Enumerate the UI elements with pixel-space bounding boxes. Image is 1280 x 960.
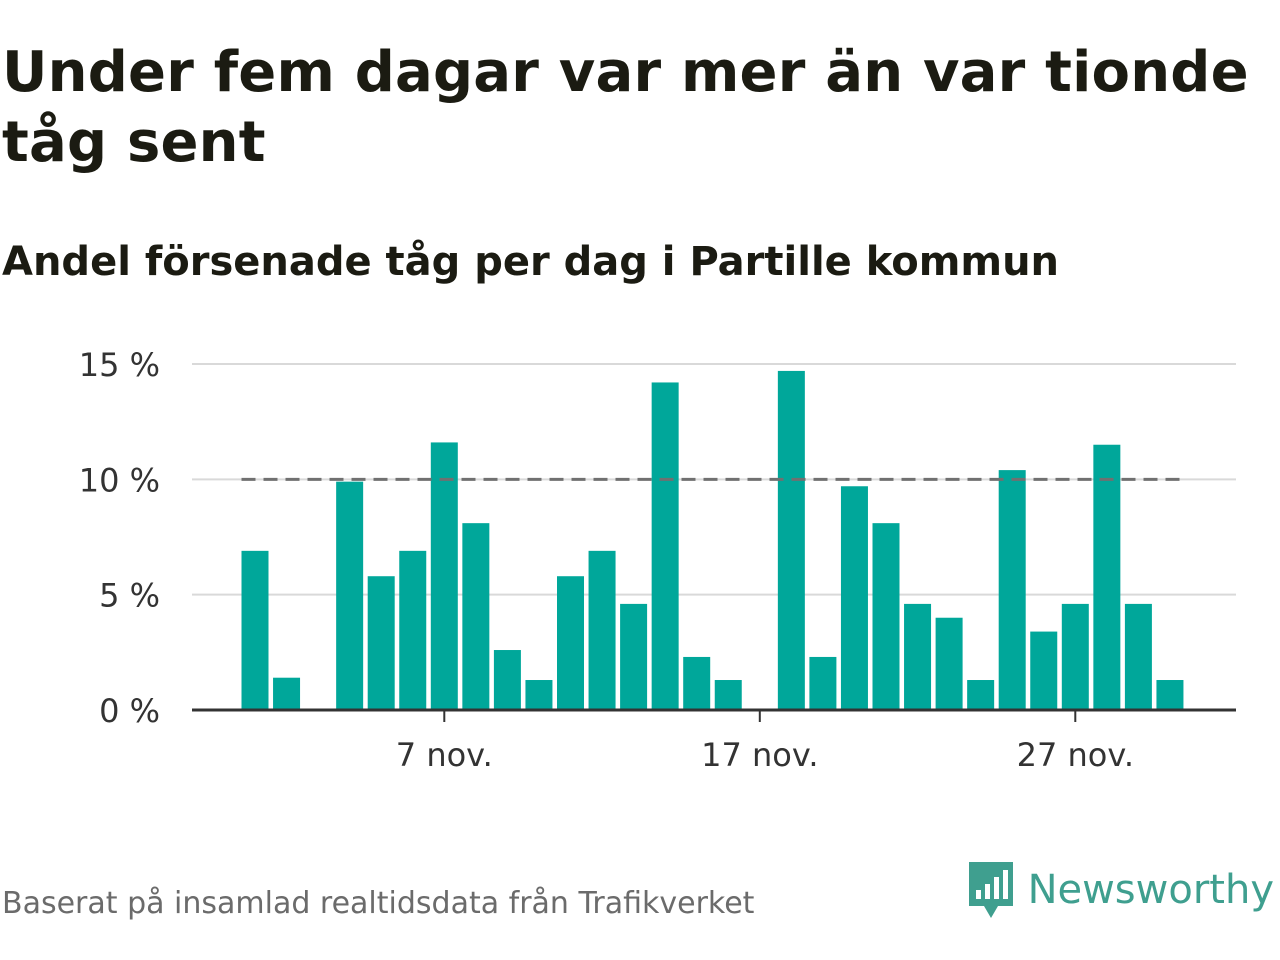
bar <box>1030 631 1058 710</box>
bar <box>462 523 490 710</box>
bar-chart: 0 % 5 % 10 % 15 % 7 nov. 17 nov. 27 nov. <box>79 346 1236 774</box>
bar <box>1061 603 1089 710</box>
axes: 0 % 5 % 10 % 15 % 7 nov. 17 nov. 27 nov. <box>79 346 1236 774</box>
bar <box>620 603 648 710</box>
bar <box>935 617 963 710</box>
bars <box>241 370 1184 710</box>
source-note: Baserat på insamlad realtidsdata från Tr… <box>2 886 755 921</box>
brand-logo: Newsworthy <box>966 860 1274 920</box>
y-tick-label: 5 % <box>99 577 160 615</box>
chart-title: Under fem dagar var mer än var tionde tå… <box>2 40 1249 175</box>
bar <box>998 470 1026 710</box>
brand-name: Newsworthy <box>1027 867 1274 913</box>
bar <box>430 442 458 710</box>
y-tick-label: 15 % <box>79 346 160 384</box>
bar <box>904 603 932 710</box>
bar <box>367 576 395 710</box>
bar <box>525 680 553 710</box>
bar <box>777 370 805 710</box>
bar <box>714 680 742 710</box>
bar <box>872 523 900 710</box>
bar <box>1124 603 1152 710</box>
bar <box>1156 680 1184 710</box>
bar-chart-speech-bubble-icon <box>968 862 1013 918</box>
bar <box>273 677 301 710</box>
x-tick-label: 17 nov. <box>701 736 818 774</box>
bar <box>557 576 584 710</box>
bar <box>967 680 995 710</box>
bar <box>336 481 364 710</box>
bar <box>809 656 837 710</box>
bar <box>651 382 679 710</box>
bar <box>493 650 521 710</box>
y-tick-label: 10 % <box>79 461 160 499</box>
y-tick-label: 0 % <box>99 692 160 730</box>
bar <box>399 550 427 710</box>
x-tick-label: 7 nov. <box>396 736 493 774</box>
bar <box>1093 444 1121 710</box>
chart-subtitle: Andel försenade tåg per dag i Partille k… <box>2 239 1060 285</box>
bar <box>683 656 711 710</box>
bar <box>840 486 868 710</box>
bar <box>588 550 616 710</box>
x-tick-label: 27 nov. <box>1017 736 1134 774</box>
bar <box>241 550 269 710</box>
